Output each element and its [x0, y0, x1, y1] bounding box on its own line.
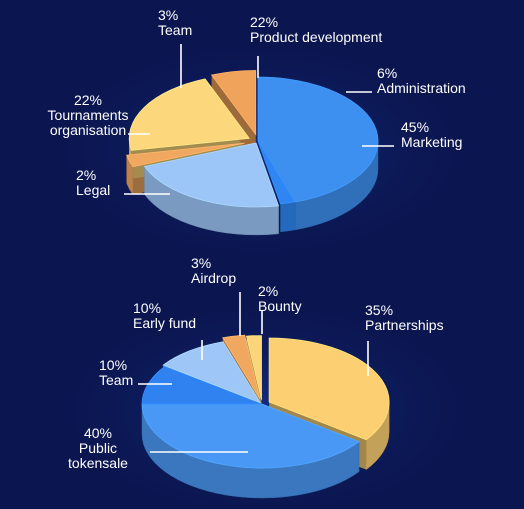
slice-tournaments-organisation — [143, 142, 280, 208]
label-tournaments-organisation: 22% Tournaments organisation — [48, 92, 129, 138]
label-line: Public — [79, 440, 117, 456]
label-public-tokensale: 40% Public tokensale — [68, 425, 128, 471]
chart-glow — [30, 30, 490, 270]
label-line: 22% — [250, 14, 278, 30]
label-administration: 6% Administration — [377, 65, 466, 96]
label-line: Product development — [250, 29, 382, 45]
slice-marketing — [257, 76, 379, 203]
slice-airdrop — [222, 334, 261, 399]
pie-tops — [141, 334, 390, 469]
label-line: 45% — [401, 119, 429, 135]
label-line: 3% — [191, 255, 211, 271]
label-line: Early fund — [133, 315, 196, 331]
label-line: Administration — [377, 80, 466, 96]
label-line: 6% — [377, 65, 397, 81]
label-line: tokensale — [68, 455, 128, 471]
label-line: Marketing — [401, 134, 462, 150]
label-marketing: 45% Marketing — [401, 119, 462, 150]
label-line: Legal — [76, 182, 110, 198]
slice-administration — [210, 70, 257, 136]
label-line: 10% — [99, 357, 127, 373]
label-line: Bounty — [258, 298, 302, 314]
label-line: Tournaments — [48, 107, 129, 123]
label-line: Team — [158, 22, 192, 38]
label-line: 2% — [258, 283, 278, 299]
label-team: 10% Team — [99, 357, 133, 388]
label-line: organisation — [50, 122, 126, 138]
label-line: 22% — [74, 92, 102, 108]
slice-partnerships — [268, 337, 390, 441]
pie-tops — [126, 70, 379, 208]
label-line: 35% — [365, 302, 393, 318]
label-early-fund: 10% Early fund — [133, 300, 196, 331]
slice-team — [126, 142, 245, 168]
label-product-development: 22% Product development — [250, 14, 382, 45]
label-airdrop: 3% Airdrop — [191, 255, 236, 286]
slice-bounty — [245, 335, 262, 400]
label-bounty: 2% Bounty — [258, 283, 302, 314]
slice-early-fund — [162, 341, 262, 404]
slice-product-development — [128, 78, 250, 151]
label-partnerships: 35% Partnerships — [365, 302, 444, 333]
label-line: Airdrop — [191, 270, 236, 286]
label-legal: 2% Legal — [76, 167, 110, 198]
label-line: 3% — [158, 7, 178, 23]
slice-legal-side — [280, 201, 296, 233]
label-line: 10% — [133, 300, 161, 316]
label-line: Team — [99, 372, 133, 388]
slice-legal — [257, 140, 296, 205]
label-line: Partnerships — [365, 317, 444, 333]
label-line: 2% — [76, 167, 96, 183]
label-line: 40% — [84, 425, 112, 441]
label-team: 3% Team — [158, 7, 192, 38]
